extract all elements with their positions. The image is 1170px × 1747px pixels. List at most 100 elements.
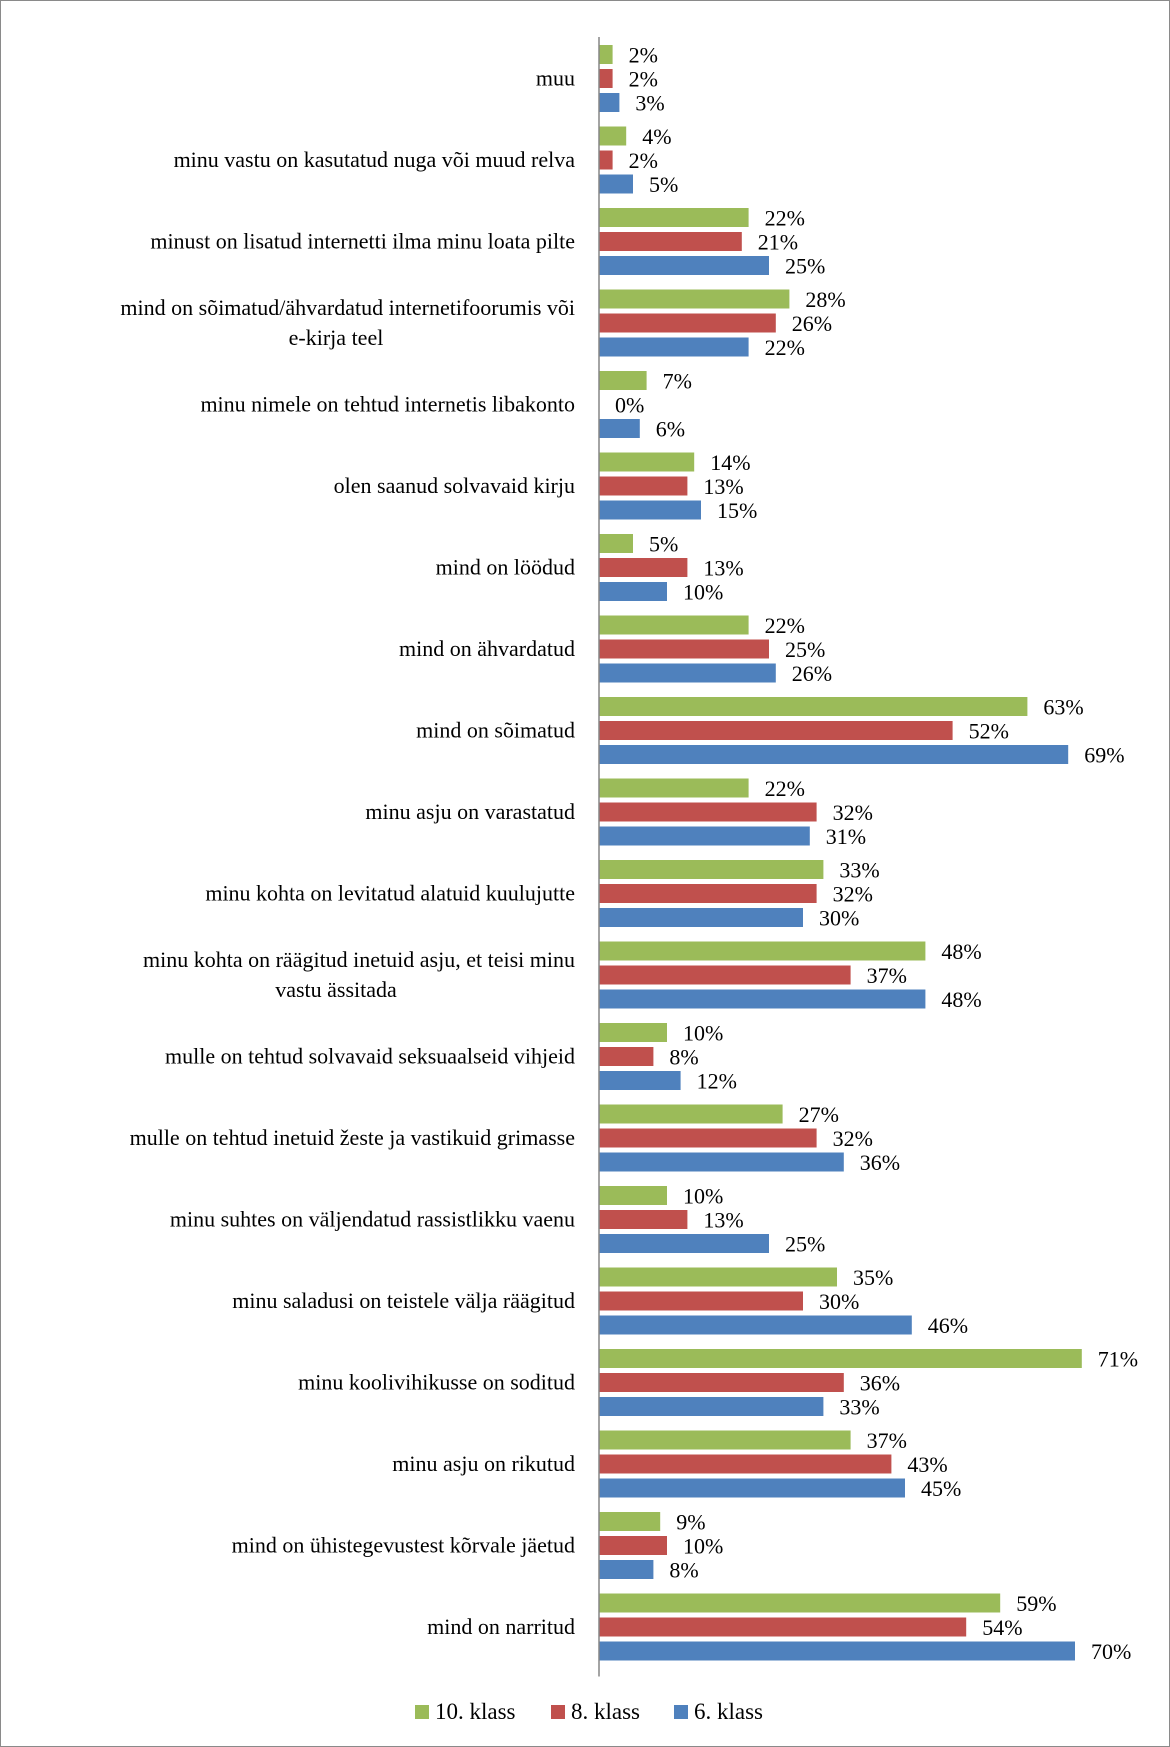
legend-swatch bbox=[674, 1705, 688, 1719]
value-label: 10% bbox=[683, 1534, 723, 1559]
category-label: mulle on tehtud inetuid žeste ja vastiku… bbox=[130, 1125, 575, 1150]
bar-6-klass-6 bbox=[599, 582, 667, 601]
bar-8-klass-6 bbox=[599, 558, 688, 577]
value-label: 2% bbox=[629, 67, 658, 92]
category-label: minust on lisatud internetti ilma minu l… bbox=[150, 229, 575, 254]
bar-10-klass-10 bbox=[599, 860, 824, 879]
value-label: 28% bbox=[805, 287, 845, 312]
legend-swatch bbox=[551, 1705, 565, 1719]
bar-8-klass-2 bbox=[599, 232, 742, 251]
value-label: 15% bbox=[717, 498, 757, 523]
bar-10-klass-6 bbox=[599, 534, 633, 553]
bar-10-klass-17 bbox=[599, 1430, 851, 1450]
value-label: 32% bbox=[833, 1126, 873, 1151]
bar-6-klass-3 bbox=[599, 337, 749, 357]
bar-6-klass-8 bbox=[599, 745, 1069, 764]
value-label: 59% bbox=[1016, 1591, 1056, 1616]
bar-8-klass-14 bbox=[599, 1210, 688, 1229]
bar-8-klass-8 bbox=[599, 721, 953, 740]
legend-label: 8. klass bbox=[571, 1699, 640, 1724]
value-label: 10% bbox=[683, 580, 723, 605]
value-label: 33% bbox=[839, 858, 879, 883]
value-label: 26% bbox=[792, 661, 832, 686]
bar-8-klass-7 bbox=[599, 639, 769, 659]
value-label: 69% bbox=[1084, 743, 1124, 768]
value-label: 26% bbox=[792, 311, 832, 336]
value-label: 46% bbox=[928, 1313, 968, 1338]
bar-8-klass-18 bbox=[599, 1536, 667, 1555]
bar-10-klass-2 bbox=[599, 208, 749, 227]
value-label: 22% bbox=[765, 335, 805, 360]
value-label: 14% bbox=[710, 450, 750, 475]
value-label: 36% bbox=[860, 1150, 900, 1175]
value-label: 22% bbox=[765, 776, 805, 801]
bar-6-klass-7 bbox=[599, 663, 776, 683]
legend: 10. klass 8. klass 6. klass bbox=[415, 1699, 763, 1724]
bar-6-klass-12 bbox=[599, 1071, 681, 1090]
category-label: mind on löödud bbox=[436, 555, 575, 580]
legend-label: 10. klass bbox=[435, 1699, 516, 1724]
bar-8-klass-19 bbox=[599, 1617, 967, 1637]
value-label: 30% bbox=[819, 1289, 859, 1314]
category-label: minu koolivihikusse on soditud bbox=[298, 1370, 575, 1395]
value-label: 2% bbox=[629, 148, 658, 173]
value-label: 13% bbox=[703, 556, 743, 581]
bar-8-klass-17 bbox=[599, 1454, 892, 1474]
value-label: 12% bbox=[697, 1069, 737, 1094]
bar-6-klass-19 bbox=[599, 1641, 1075, 1661]
bar-10-klass-4 bbox=[599, 371, 647, 390]
bar-6-klass-9 bbox=[599, 826, 810, 846]
value-label: 25% bbox=[785, 254, 825, 279]
category-label: minu suhtes on väljendatud rassistlikku … bbox=[170, 1207, 575, 1232]
bar-6-klass-1 bbox=[599, 174, 633, 194]
legend-label: 6. klass bbox=[694, 1699, 763, 1724]
bar-6-klass-0 bbox=[599, 93, 620, 112]
bar-10-klass-11 bbox=[599, 941, 926, 961]
bar-10-klass-1 bbox=[599, 126, 627, 146]
category-label: mind on sõimatud/ähvardatud internetifoo… bbox=[120, 295, 575, 320]
value-label: 36% bbox=[860, 1371, 900, 1396]
bar-8-klass-16 bbox=[599, 1373, 844, 1392]
value-label: 37% bbox=[867, 1428, 907, 1453]
value-label: 70% bbox=[1091, 1639, 1131, 1664]
category-label: minu saladusi on teistele välja räägitud bbox=[232, 1288, 575, 1313]
category-label: mulle on tehtud solvavaid seksuaalseid v… bbox=[165, 1044, 575, 1069]
value-label: 3% bbox=[635, 91, 664, 116]
value-label: 48% bbox=[941, 987, 981, 1012]
value-label: 10% bbox=[683, 1021, 723, 1046]
category-labels-layer: muu minu vastu on kasutatud nuga või muud… bbox=[120, 66, 575, 1640]
value-label: 25% bbox=[785, 637, 825, 662]
bar-10-klass-9 bbox=[599, 778, 749, 798]
category-label: minu asju on rikutud bbox=[392, 1451, 575, 1476]
bar-10-klass-13 bbox=[599, 1104, 783, 1124]
value-label: 31% bbox=[826, 824, 866, 849]
bar-10-klass-15 bbox=[599, 1267, 837, 1287]
bar-8-klass-1 bbox=[599, 150, 613, 170]
bar-6-klass-11 bbox=[599, 989, 926, 1009]
value-labels-layer: 2%2%3%4%2%5%22%21%25%28%26%22%7%0%6%14%1… bbox=[615, 43, 1138, 1665]
category-label: e-kirja teel bbox=[289, 325, 384, 350]
bar-10-klass-14 bbox=[599, 1186, 667, 1205]
category-label: minu kohta on levitatud alatuid kuulujut… bbox=[205, 881, 575, 906]
category-label: muu bbox=[536, 66, 575, 91]
value-label: 25% bbox=[785, 1232, 825, 1257]
value-label: 5% bbox=[649, 532, 678, 557]
bar-10-klass-16 bbox=[599, 1349, 1082, 1368]
bar-6-klass-16 bbox=[599, 1397, 824, 1416]
value-label: 21% bbox=[758, 230, 798, 255]
bar-6-klass-14 bbox=[599, 1234, 769, 1253]
value-label: 27% bbox=[799, 1102, 839, 1127]
bar-6-klass-17 bbox=[599, 1478, 905, 1498]
bar-8-klass-10 bbox=[599, 884, 817, 903]
value-label: 4% bbox=[642, 124, 671, 149]
value-label: 13% bbox=[703, 474, 743, 499]
value-label: 37% bbox=[867, 963, 907, 988]
bar-8-klass-5 bbox=[599, 476, 688, 496]
category-label: mind on narritud bbox=[427, 1614, 575, 1639]
bars-layer bbox=[599, 45, 1082, 1661]
value-label: 32% bbox=[833, 882, 873, 907]
bar-10-klass-5 bbox=[599, 452, 695, 472]
value-label: 63% bbox=[1043, 695, 1083, 720]
